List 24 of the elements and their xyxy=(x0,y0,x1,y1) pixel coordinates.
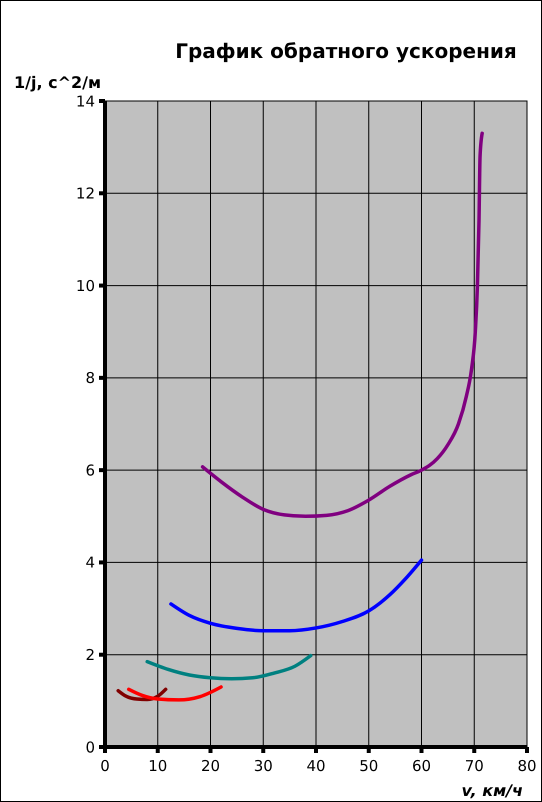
x-axis-title: v, км/ч xyxy=(461,781,524,800)
y-tick-label: 4 xyxy=(85,554,95,572)
y-tick-label: 12 xyxy=(76,184,95,203)
y-tick-label: 0 xyxy=(85,738,95,756)
y-tick-label: 10 xyxy=(76,276,95,295)
x-tick-label: 60 xyxy=(412,757,432,775)
line-series xyxy=(145,654,312,680)
x-tick-label: 30 xyxy=(254,757,273,775)
y-tick-label: 8 xyxy=(85,369,95,388)
line-series xyxy=(200,132,484,518)
line-series xyxy=(126,685,223,702)
chart-title: График обратного ускорения xyxy=(175,39,517,63)
x-tick-label: 20 xyxy=(200,757,220,775)
y-axis-title: 1/j, с^2/м xyxy=(14,73,102,92)
line-series xyxy=(169,558,424,632)
x-tick-label: 70 xyxy=(464,757,484,775)
x-tick-label: 80 xyxy=(517,757,537,775)
x-tick-label: 50 xyxy=(359,757,378,775)
y-tick-label: 2 xyxy=(85,646,95,664)
y-tick-label: 6 xyxy=(85,461,95,480)
x-tick-label: 0 xyxy=(100,757,110,775)
x-tick-label: 40 xyxy=(306,757,326,775)
x-tick-label: 10 xyxy=(148,757,168,775)
y-tick-label: 14 xyxy=(76,92,95,110)
